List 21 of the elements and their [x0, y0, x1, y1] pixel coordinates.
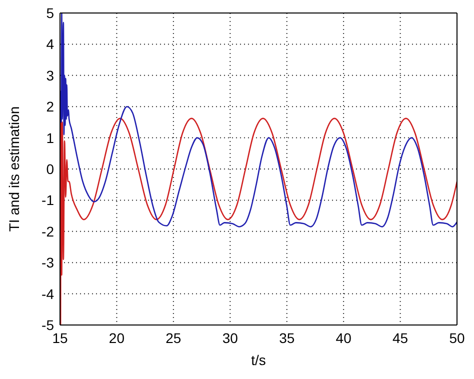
y-tick-label: -3: [42, 254, 54, 271]
y-tick-label: -5: [42, 316, 54, 333]
y-tick-label: 1: [46, 130, 54, 146]
y-axis-title: TI and its estimation: [6, 106, 22, 232]
x-tick-label: 25: [166, 330, 182, 346]
x-tick-label: 30: [222, 330, 238, 346]
y-tick-label: 5: [46, 4, 54, 21]
x-axis-title: t/s: [251, 352, 266, 368]
x-tick-label: 20: [108, 330, 125, 346]
y-tick-label: 0: [46, 160, 54, 177]
y-tick-label: -4: [42, 286, 54, 302]
y-tick-label: -1: [42, 192, 54, 208]
y-tick-label: 4: [46, 36, 54, 52]
y-tick-label: 3: [46, 67, 54, 84]
x-tick-label: 35: [279, 330, 295, 346]
y-tick-label: -2: [42, 223, 54, 240]
x-tick-label: 40: [336, 330, 352, 346]
x-tick-label: 50: [449, 330, 465, 346]
y-tick-label: 2: [46, 98, 54, 115]
x-tick-label: 45: [392, 330, 408, 346]
x-tick-label: 15: [52, 330, 68, 346]
